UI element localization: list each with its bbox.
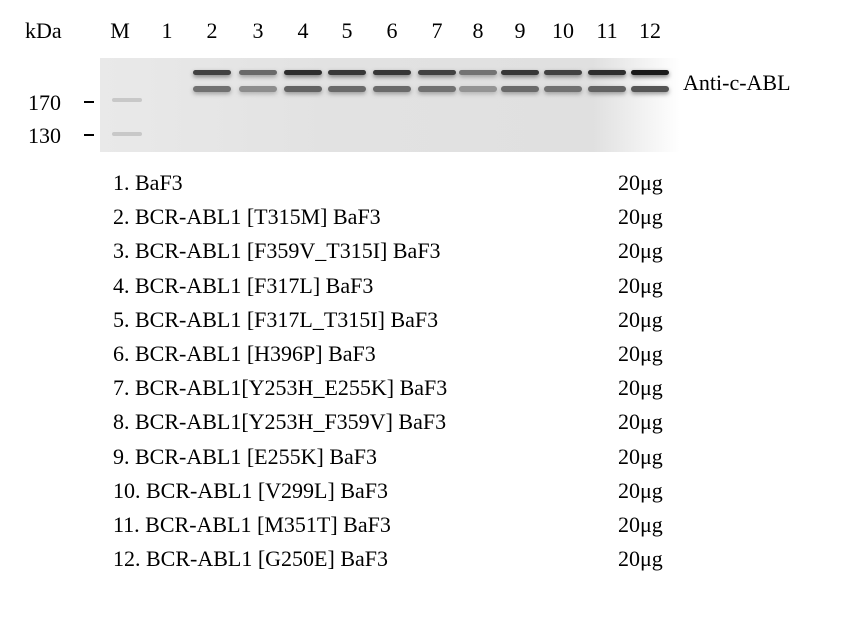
sample-amount: 20μg: [618, 512, 663, 537]
sample-amount: 20μg: [618, 306, 663, 332]
sample-amount: 20μg: [618, 238, 663, 264]
marker-130-label: 130: [28, 123, 61, 148]
band-lower: [544, 86, 582, 92]
sample-label: 5. BCR-ABL1 [F317L_T315I] BaF3: [113, 306, 439, 332]
western-blot-image: [100, 58, 680, 152]
marker-band-130: [112, 132, 142, 136]
band-lower: [501, 86, 539, 92]
lane-label: 5: [341, 18, 353, 43]
sample-label: 9. BCR-ABL1 [E255K] BaF3: [113, 443, 377, 469]
marker-lane-label: M: [110, 18, 130, 43]
sample-amount: 20μg: [618, 204, 663, 230]
lane-label: 8: [472, 18, 484, 43]
band-upper: [418, 70, 456, 75]
sample-label: 6. BCR-ABL1 [H396P] BaF3: [113, 341, 376, 366]
sample-label: 11. BCR-ABL1 [M351T] BaF3: [113, 512, 391, 537]
kda-label: kDa: [25, 18, 62, 43]
band-upper: [193, 70, 231, 75]
lane-label: 6: [386, 18, 398, 43]
lane-label: 9: [514, 18, 526, 43]
band-upper: [544, 70, 582, 75]
band-upper: [373, 70, 411, 75]
sample-amount: 20μg: [618, 170, 663, 195]
band-lower: [631, 86, 669, 92]
band-lower: [239, 86, 277, 92]
band-upper: [284, 70, 322, 75]
band-lower: [418, 86, 456, 92]
sample-label: 3. BCR-ABL1 [F359V_T315I] BaF3: [113, 238, 441, 264]
band-upper: [459, 70, 497, 75]
band-lower: [284, 86, 322, 92]
band-upper: [631, 70, 669, 75]
band-lower: [373, 86, 411, 92]
lane-label: 4: [297, 18, 309, 43]
lane-label: 1: [161, 18, 173, 43]
band-lower: [328, 86, 366, 92]
sample-label: 1. BaF3: [113, 170, 183, 195]
sample-label: 8. BCR-ABL1[Y253H_F359V] BaF3: [113, 409, 447, 435]
lane-label: 10: [552, 18, 574, 43]
sample-label: 4. BCR-ABL1 [F317L] BaF3: [113, 272, 374, 298]
lane-label: 2: [206, 18, 218, 43]
sample-amount: 20μg: [618, 341, 663, 366]
band-upper: [328, 70, 366, 75]
sample-amount: 20μg: [618, 272, 663, 298]
marker-band-170: [112, 98, 142, 102]
band-lower: [193, 86, 231, 92]
band-lower: [459, 86, 497, 92]
band-upper: [588, 70, 626, 75]
sample-label: 10. BCR-ABL1 [V299L] BaF3: [113, 477, 388, 503]
band-lower: [588, 86, 626, 92]
sample-amount: 20μg: [618, 546, 663, 572]
sample-amount: 20μg: [618, 477, 663, 503]
lane-label: 12: [639, 18, 661, 43]
marker-170-tick: [84, 101, 94, 103]
sample-amount: 20μg: [618, 443, 663, 469]
marker-170-label: 170: [28, 90, 61, 115]
lane-label: 11: [596, 18, 618, 43]
antibody-label: Anti-c-ABL: [683, 70, 791, 95]
sample-amount: 20μg: [618, 375, 663, 401]
lane-label: 7: [431, 18, 443, 43]
sample-label: 12. BCR-ABL1 [G250E] BaF3: [113, 546, 388, 572]
marker-130-tick: [84, 134, 94, 136]
sample-label: 7. BCR-ABL1[Y253H_E255K] BaF3: [113, 375, 448, 401]
band-upper: [239, 70, 277, 75]
sample-amount: 20μg: [618, 409, 663, 435]
sample-label: 2. BCR-ABL1 [T315M] BaF3: [113, 204, 381, 230]
band-upper: [501, 70, 539, 75]
lane-label: 3: [252, 18, 264, 43]
